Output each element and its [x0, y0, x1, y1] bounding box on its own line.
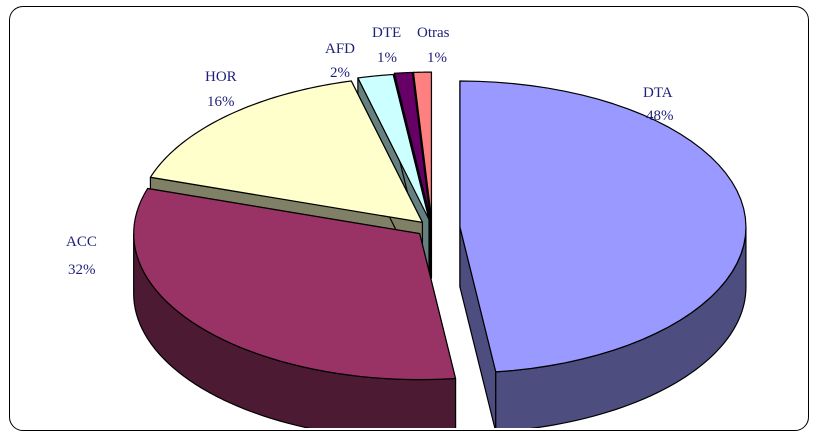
label-dte-pct: 1% — [377, 50, 397, 66]
slice-hor — [149, 80, 424, 223]
label-dte-name: DTE — [372, 25, 401, 41]
label-acc-name: ACC — [66, 234, 97, 250]
label-otras-pct: 1% — [427, 50, 447, 66]
slice-dta — [459, 80, 747, 373]
label-afd-name: AFD — [325, 41, 355, 57]
slice-dte — [393, 71, 431, 219]
label-hor-name: HOR — [205, 69, 237, 85]
slice-afd — [357, 73, 430, 220]
label-afd-pct: 2% — [330, 65, 350, 81]
label-dta-pct: 48% — [646, 108, 674, 124]
label-otras-name: Otras — [417, 25, 450, 41]
label-acc-pct: 32% — [68, 262, 96, 278]
label-hor-pct: 16% — [207, 94, 235, 110]
label-dta-name: DTA — [643, 85, 673, 101]
slice-otras — [412, 71, 433, 219]
slice-acc — [133, 187, 457, 381]
